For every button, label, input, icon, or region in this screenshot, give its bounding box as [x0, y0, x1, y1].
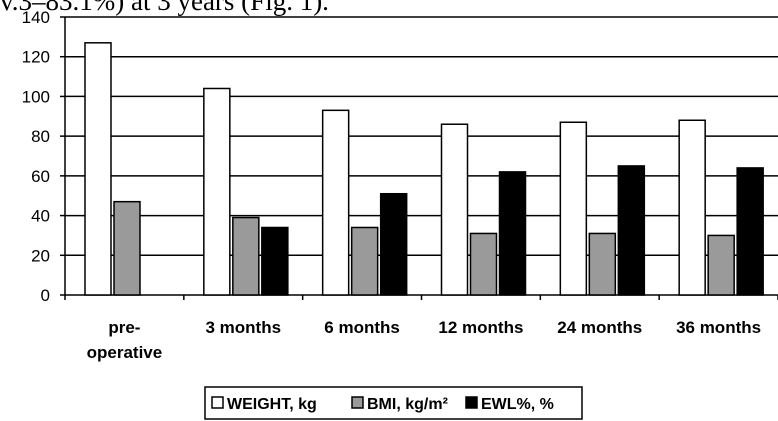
bar: [440, 123, 469, 296]
y-tick-label: 80: [31, 127, 50, 146]
bar: [232, 216, 260, 296]
cropped-caption-text: v.3–83.1%) at 3 years (Fig. 1).: [0, 0, 329, 16]
x-tick-label: 6 months: [324, 318, 400, 337]
y-tick-label: 100: [22, 87, 50, 106]
bar: [469, 232, 498, 296]
bar: [350, 226, 379, 296]
bar: [203, 87, 231, 296]
y-tick-label: 0: [41, 286, 50, 305]
y-tick-label: 20: [31, 246, 50, 265]
bar: [559, 121, 588, 296]
x-tick-label: pre-: [108, 318, 140, 337]
bar: [261, 226, 289, 296]
legend-label: WEIGHT, kg: [227, 396, 317, 413]
x-tick-label: 3 months: [205, 318, 281, 337]
y-tick-label: 40: [31, 207, 50, 226]
legend-label: EWL%, %: [481, 396, 554, 413]
bar: [707, 234, 735, 296]
x-tick-label: 24 months: [557, 318, 642, 337]
x-tick-label: operative: [87, 343, 163, 362]
legend-box: [204, 386, 583, 420]
bar: [321, 109, 350, 296]
bar: [84, 42, 112, 296]
y-tick-label: 120: [22, 48, 50, 67]
legend-swatch: [351, 396, 364, 409]
bar: [588, 232, 617, 296]
bar: [113, 200, 141, 296]
y-tick-label: 140: [22, 8, 50, 27]
bar: [736, 167, 764, 296]
bar: [617, 165, 646, 296]
legend-swatch: [211, 396, 224, 409]
x-tick-label: 12 months: [438, 318, 523, 337]
x-tick-label: 36 months: [676, 318, 761, 337]
bar: [678, 119, 706, 296]
y-tick-label: 60: [31, 167, 50, 186]
bar: [498, 171, 527, 296]
legend-swatch: [465, 396, 478, 409]
legend-label: BMI, kg/m²: [367, 396, 448, 413]
bar: [379, 192, 408, 296]
